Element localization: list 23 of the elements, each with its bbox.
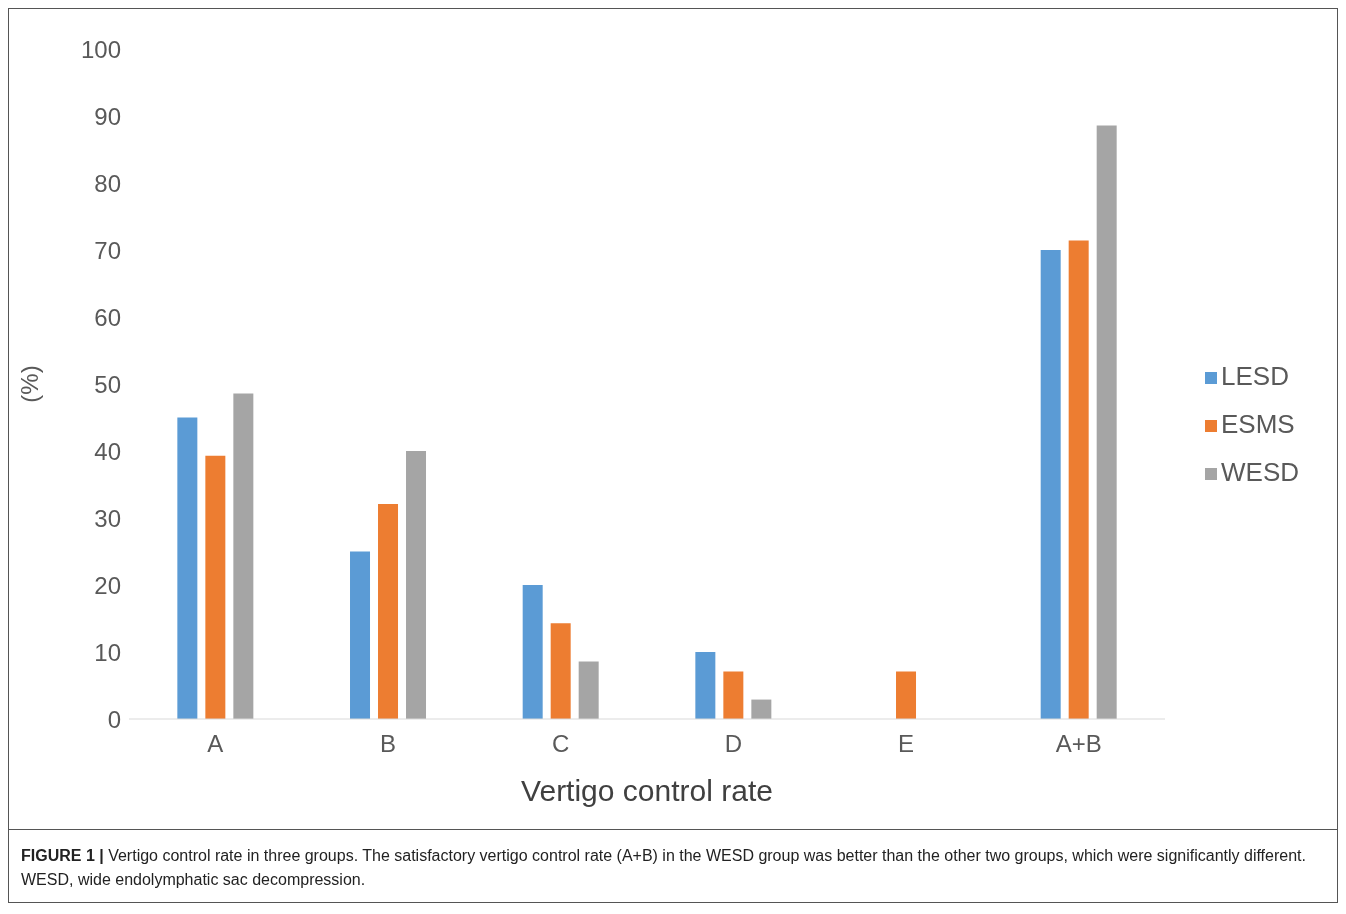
x-tick-label: A+B: [1055, 730, 1102, 758]
x-tick-label: E: [897, 730, 915, 758]
y-tick-label: 50: [94, 370, 121, 398]
y-tick-label: 80: [94, 169, 121, 197]
y-tick-label: 90: [94, 102, 121, 130]
x-tick-label: C: [551, 730, 570, 758]
y-tick-label: 0: [107, 705, 121, 733]
x-axis-title: Vertigo control rate: [521, 774, 773, 807]
y-tick-label: 40: [94, 437, 121, 465]
caption: FIGURE 1 | Vertigo control rate in three groups. The satisfactory vertigo control rate (A+B) in the WESD group was better than the other two groups, which were significantly different. WESD, wide endolymphatic sac decompression.: [21, 847, 1306, 888]
y-tick-label: 10: [94, 638, 121, 666]
legend-label: LESD: [1221, 361, 1289, 391]
y-tick-label: 100: [80, 35, 121, 63]
y-tick-label: 70: [94, 236, 121, 264]
x-tick-label: D: [724, 730, 743, 758]
y-axis-title: (%): [15, 365, 43, 403]
y-tick-label: 30: [94, 504, 121, 532]
x-tick-label: B: [379, 730, 397, 758]
y-tick-label: 20: [94, 571, 121, 599]
legend-label: WESD: [1221, 457, 1299, 487]
legend-label: ESMS: [1221, 409, 1295, 439]
x-tick-label: A: [207, 730, 224, 758]
y-tick-label: 60: [94, 303, 121, 331]
